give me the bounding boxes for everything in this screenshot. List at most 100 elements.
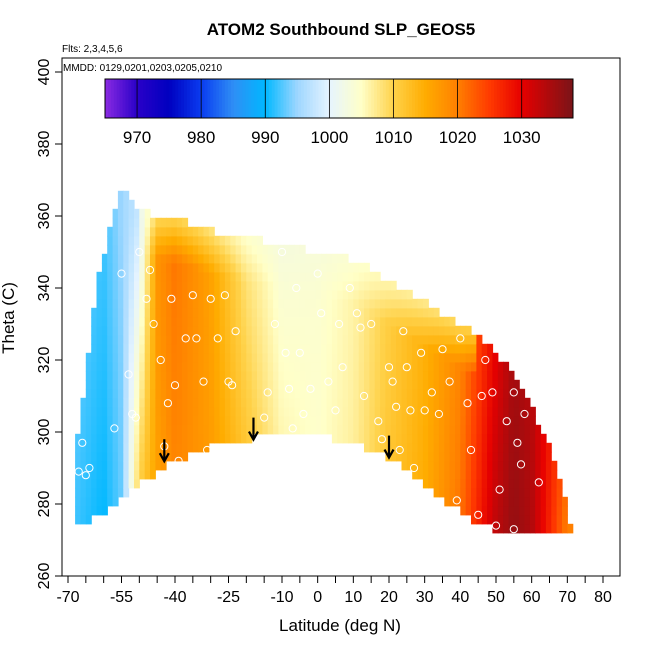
heat-cell [160, 406, 167, 417]
heat-cell [241, 253, 247, 264]
heat-cell [91, 442, 98, 453]
heat-cell [123, 343, 130, 354]
heat-cell [326, 316, 333, 327]
heat-cell [369, 361, 376, 372]
heat-cell [321, 352, 328, 363]
heat-cell [449, 343, 456, 354]
heat-cell [117, 244, 124, 255]
colorbar-swatch [514, 79, 518, 118]
heat-cell [540, 433, 547, 444]
heat-cell [348, 271, 354, 282]
heat-cell [214, 289, 221, 300]
heat-cell [101, 262, 108, 273]
heat-cell [203, 361, 210, 372]
observation-point [445, 377, 454, 386]
heat-cell [112, 379, 119, 390]
heat-cell [551, 460, 558, 471]
heat-cell [422, 379, 429, 390]
heat-cell [428, 460, 435, 471]
heat-cell [519, 523, 526, 534]
heat-cell [519, 415, 526, 426]
colorbar-swatch [388, 79, 393, 118]
heat-cell [321, 271, 328, 282]
heat-cell [455, 442, 461, 453]
heat-cell [96, 478, 103, 489]
heat-cell [85, 361, 92, 372]
heat-cell [503, 433, 510, 444]
heat-cell [257, 253, 263, 264]
heat-cell [503, 415, 510, 426]
heat-cell [80, 505, 87, 516]
heat-cell [289, 388, 296, 399]
heat-cell [101, 316, 108, 327]
heat-cell [155, 334, 162, 345]
colorbar-swatch [423, 79, 428, 118]
heat-cell [465, 379, 472, 390]
heat-cell [438, 388, 445, 399]
heat-cell [257, 262, 263, 273]
heat-cell [134, 253, 140, 264]
heat-cell [150, 361, 156, 372]
heat-cell [481, 469, 488, 480]
heat-cell [444, 451, 451, 462]
heat-cell [171, 307, 178, 318]
colorbar-swatch [461, 79, 466, 118]
heat-cell [150, 442, 156, 453]
heat-cell [444, 370, 451, 381]
heat-cell [85, 424, 92, 435]
heat-cell [321, 343, 328, 354]
heat-cell [401, 361, 408, 372]
colorbar-swatch [157, 79, 162, 118]
heat-cell [139, 253, 146, 264]
heat-cell [166, 352, 173, 363]
heat-cell [433, 343, 440, 354]
heat-cell [299, 298, 306, 309]
heat-cell [139, 307, 146, 318]
heat-cell [219, 433, 226, 444]
heat-cell [524, 424, 531, 435]
colorbar-swatch [222, 79, 226, 118]
heat-cell [406, 361, 413, 372]
heat-cell [155, 379, 162, 390]
heat-cell [337, 379, 344, 390]
heat-cell [465, 487, 472, 498]
heat-cell [187, 289, 194, 300]
heat-cell [187, 280, 194, 291]
heat-cell [85, 415, 92, 426]
colorbar-swatch [371, 79, 375, 118]
heat-cell [91, 496, 98, 507]
heat-cell [224, 289, 231, 300]
heat-cell [294, 352, 301, 363]
heat-cell [117, 451, 124, 462]
heat-cell [203, 262, 210, 273]
heat-cell [299, 334, 306, 345]
heat-cell [353, 352, 360, 363]
heat-cell [299, 271, 306, 282]
heat-cell [214, 352, 221, 363]
heat-cell [203, 388, 210, 399]
heat-cell [117, 415, 124, 426]
heat-cell [449, 406, 456, 417]
heat-cell [545, 496, 552, 507]
heat-cell [294, 406, 301, 417]
heat-cell [529, 406, 536, 417]
heat-cell [326, 289, 333, 300]
colorbar-swatch [131, 79, 135, 118]
heat-cell [224, 235, 231, 246]
heat-cell [192, 352, 199, 363]
heat-cell [353, 406, 360, 417]
heat-cell [422, 307, 429, 318]
heat-cell [128, 208, 135, 219]
observation-point [206, 294, 215, 303]
heat-cell [310, 424, 317, 435]
heat-cell [235, 298, 242, 309]
heat-cell [101, 505, 108, 516]
heat-cell [401, 397, 408, 408]
observation-point [199, 377, 208, 386]
heat-cell [508, 505, 515, 516]
heat-cell [123, 433, 130, 444]
heat-cell [519, 469, 526, 480]
heat-cell [230, 343, 237, 354]
heat-cell [342, 397, 349, 408]
heat-cell [150, 226, 156, 237]
